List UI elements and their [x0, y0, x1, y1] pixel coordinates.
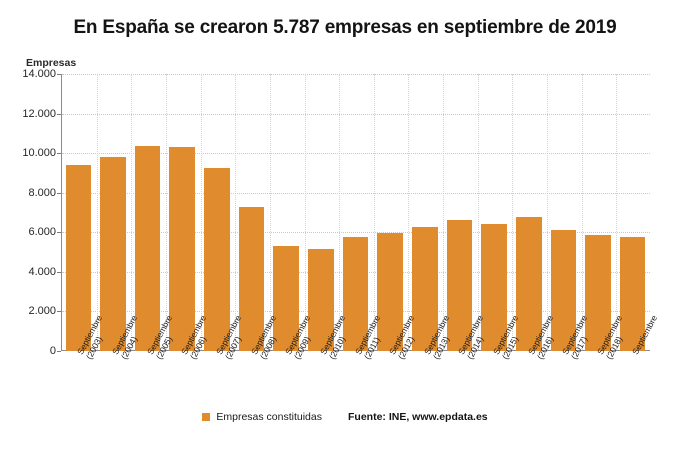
gridline-vertical — [443, 74, 445, 350]
legend-item-empresas-constituidas[interactable]: Empresas constituidas — [202, 411, 322, 423]
bar[interactable] — [238, 206, 265, 351]
legend-swatch-icon — [202, 413, 211, 421]
gridline-vertical — [477, 74, 479, 350]
bar[interactable] — [100, 156, 126, 351]
x-axis: Septiembre (2003) Septiembre (2004) Septiemb… — [61, 314, 658, 414]
bar[interactable] — [308, 248, 334, 351]
gridline-vertical — [200, 74, 202, 350]
bar[interactable] — [550, 229, 577, 351]
bar[interactable] — [342, 237, 369, 351]
gridline-horizontal — [62, 74, 650, 75]
y-axis-tick-label: 4.000 — [28, 265, 56, 278]
chart-title: En España se crearon 5.787 empresas en s… — [73, 17, 617, 38]
bar[interactable] — [134, 146, 161, 351]
gridline-vertical — [373, 74, 375, 350]
y-axis-tick-mark — [57, 232, 61, 233]
y-axis-tick-label: 0 — [49, 345, 56, 357]
gridline-vertical — [304, 74, 306, 350]
gridline-vertical — [616, 74, 618, 350]
gridline-vertical — [269, 74, 271, 350]
gridline-vertical — [581, 74, 583, 350]
y-axis-tick-label: 2.000 — [28, 305, 56, 318]
legend-item-label: Empresas constituidas — [216, 411, 322, 423]
gridline-vertical — [547, 74, 549, 350]
y-axis-tick-mark — [57, 272, 61, 273]
y-axis-tick-label: 10.000 — [22, 147, 56, 160]
bar[interactable] — [619, 236, 646, 351]
y-axis-tick-label: 6.000 — [28, 226, 56, 239]
gridline-vertical — [96, 74, 98, 350]
y-axis-tick-mark — [57, 74, 61, 75]
chart-legend: Empresas constituidas Fuente: INE, www.e… — [0, 411, 690, 423]
bar[interactable] — [273, 245, 299, 351]
bar[interactable] — [446, 220, 473, 351]
source-attribution: Fuente: INE, www.epdata.es — [348, 411, 488, 423]
bar[interactable] — [585, 235, 611, 351]
y-axis-tick-label: 14.000 — [22, 68, 56, 80]
gridline-horizontal — [62, 113, 650, 115]
gridline-vertical — [408, 74, 410, 350]
y-axis-tick-mark — [57, 114, 61, 115]
y-axis-tick-mark — [57, 351, 61, 352]
y-axis-tick-mark — [57, 311, 61, 312]
y-axis-tick-label: 12.000 — [22, 107, 56, 120]
y-axis-tick-label: 8.000 — [28, 186, 56, 199]
gridline-vertical — [339, 74, 341, 350]
bar[interactable] — [515, 217, 542, 351]
bar[interactable] — [204, 168, 230, 351]
bar-series — [61, 74, 650, 351]
y-axis-tick-mark — [57, 153, 61, 154]
bar[interactable] — [169, 147, 196, 351]
bar[interactable] — [65, 165, 92, 351]
gridline-vertical — [165, 74, 167, 350]
y-axis-tick-mark — [57, 193, 61, 194]
gridline-horizontal — [62, 153, 650, 155]
bar[interactable] — [411, 226, 438, 351]
gridline-vertical — [512, 74, 514, 350]
gridline-horizontal — [62, 232, 650, 234]
gridline-horizontal — [62, 192, 650, 194]
bar[interactable] — [481, 223, 507, 351]
y-axis-caption: Empresas — [26, 57, 77, 69]
gridline-vertical — [235, 74, 237, 350]
bar[interactable] — [377, 232, 403, 351]
gridline-vertical — [131, 74, 133, 350]
